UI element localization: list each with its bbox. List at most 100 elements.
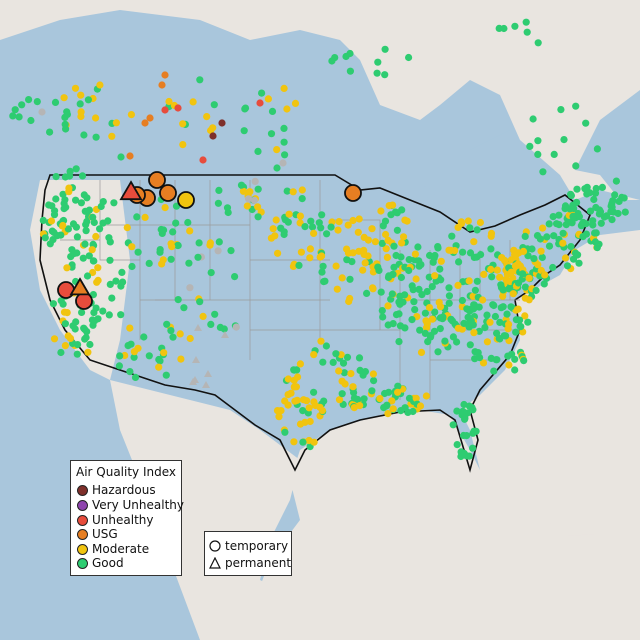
- monitor-dot: [381, 71, 389, 79]
- monitor-dot: [268, 107, 277, 115]
- monitor-dot: [349, 216, 357, 225]
- monitor-dot: [512, 328, 520, 336]
- monitor-dot: [573, 185, 581, 193]
- monitor-dot: [408, 316, 416, 324]
- monitor-dot: [162, 371, 170, 379]
- monitor-dot: [414, 243, 422, 251]
- monitor-dot: [381, 389, 389, 398]
- monitor-dot: [460, 409, 468, 417]
- monitor-dot: [297, 248, 305, 256]
- monitor-dot: [449, 421, 457, 429]
- monitor-dot: [593, 244, 601, 252]
- monitor-dot: [410, 298, 418, 306]
- monitor-dot: [356, 402, 364, 410]
- monitor-dot: [203, 113, 211, 121]
- monitor-dot: [156, 357, 164, 365]
- monitor-dot: [116, 352, 124, 360]
- monitor-dot: [82, 227, 90, 235]
- monitor-dot: [363, 289, 371, 297]
- monitor-dot: [398, 239, 406, 247]
- monitor-dot: [459, 431, 468, 440]
- monitor-dot: [83, 328, 91, 336]
- monitor-dot: [384, 321, 392, 329]
- monitor-dot: [108, 132, 116, 140]
- monitor-dot: [514, 279, 523, 287]
- monitor-dot: [436, 265, 444, 273]
- monitor-dot: [335, 367, 343, 375]
- monitor-dot: [339, 359, 348, 367]
- monitor-dot: [477, 251, 485, 259]
- monitor-dot: [445, 299, 453, 307]
- monitor-dot: [415, 262, 423, 270]
- monitor-dot: [499, 286, 507, 294]
- monitor-dot: [283, 105, 291, 113]
- monitor-dot: [445, 284, 453, 292]
- monitor-dot: [510, 251, 519, 259]
- monitor-dot: [422, 317, 430, 325]
- unhealthy-swatch-icon: [77, 514, 88, 526]
- monitor-dot: [84, 348, 92, 356]
- monitor-dot: [207, 320, 215, 328]
- monitor-dot: [196, 76, 204, 84]
- monitor-dot: [501, 256, 509, 264]
- monitor-dot: [60, 94, 68, 102]
- monitor-dot: [215, 238, 223, 246]
- monitor-dot: [523, 28, 531, 36]
- monitor-dot: [349, 383, 357, 391]
- monitor-dot: [570, 204, 578, 213]
- monitor-dot: [306, 254, 314, 262]
- monitor-dot: [186, 334, 194, 343]
- monitor-dot: [158, 81, 166, 89]
- monitor-dot: [507, 268, 515, 276]
- monitor-dot: [209, 132, 217, 140]
- monitor-dot: [264, 95, 272, 103]
- monitor-dot: [455, 258, 463, 266]
- aqi-legend: Air Quality Index Hazardous Very Unhealt…: [70, 460, 184, 576]
- monitor-dot: [215, 186, 223, 194]
- monitor-dot: [346, 294, 354, 303]
- monitor-dot: [582, 230, 591, 238]
- monitor-dot: [364, 252, 372, 260]
- monitor-dot: [250, 196, 258, 204]
- monitor-dot: [161, 204, 169, 212]
- monitor-dot: [526, 142, 534, 150]
- monitor-dot: [454, 223, 462, 231]
- usg-swatch-icon: [77, 528, 88, 540]
- monitor-dot: [296, 420, 305, 428]
- monitor-dot: [379, 313, 387, 321]
- monitor-dot: [85, 206, 93, 214]
- monitor-dot: [52, 195, 60, 203]
- hazardous-swatch-icon: [77, 484, 88, 496]
- monitor-dot: [383, 253, 391, 261]
- monitor-dot: [210, 101, 218, 109]
- legend-label: permanent: [225, 556, 292, 570]
- monitor-dot: [78, 172, 87, 180]
- monitor-dot: [524, 252, 532, 260]
- monitor-dot: [254, 213, 262, 221]
- monitor-dot: [303, 397, 311, 405]
- monitor-dot: [567, 243, 575, 251]
- monitor-dot: [199, 312, 207, 320]
- monitor-dot: [397, 273, 405, 282]
- monitor-dot: [436, 303, 445, 311]
- monitor-dot: [68, 246, 76, 254]
- monitor-dot: [160, 349, 168, 357]
- monitor-dot: [77, 108, 85, 116]
- permanent-no-data-marker: [202, 381, 210, 388]
- monitor-dot: [373, 69, 381, 77]
- monitor-dot: [428, 283, 436, 291]
- monitor-dot: [589, 217, 597, 225]
- monitor-dot: [280, 228, 288, 236]
- permanent-no-data-marker: [189, 378, 197, 385]
- monitor-dot: [318, 211, 326, 219]
- monitor-dot: [108, 294, 116, 302]
- caribbean-islands: [500, 515, 622, 560]
- monitor-dot: [550, 232, 558, 240]
- monitor-dot: [493, 266, 501, 274]
- monitor-dot: [279, 159, 287, 167]
- legend-label: Unhealthy: [92, 513, 154, 527]
- monitor-dot: [172, 219, 180, 227]
- monitor-dot: [614, 209, 622, 218]
- monitor-dot: [274, 249, 282, 257]
- monitor-dot: [199, 156, 207, 164]
